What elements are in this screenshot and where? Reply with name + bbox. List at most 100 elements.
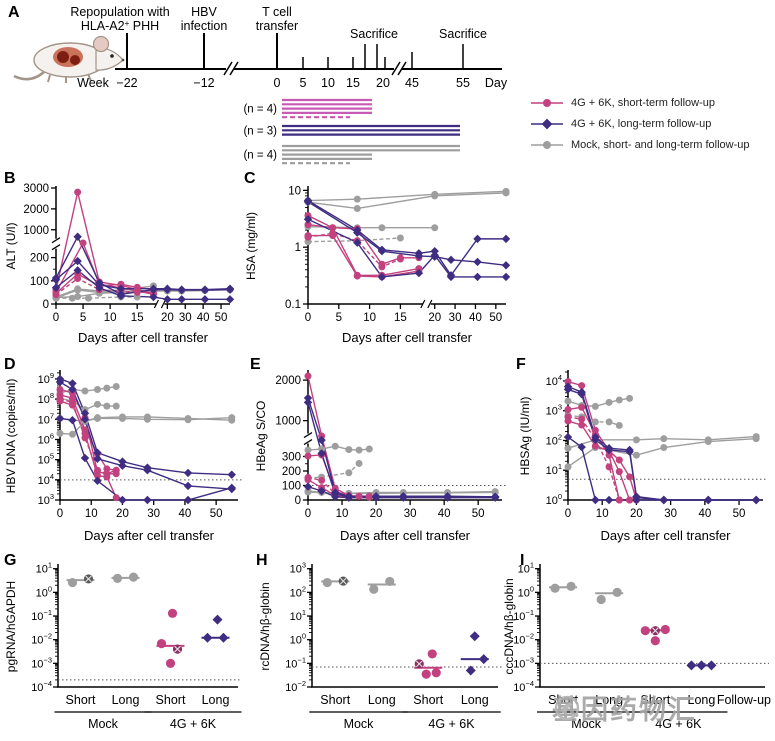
svg-text:100: 100	[30, 276, 49, 288]
svg-text:10−2: 10−2	[31, 632, 52, 647]
svg-text:40: 40	[469, 312, 482, 324]
svg-text:10−2: 10−2	[513, 632, 534, 647]
svg-text:Short: Short	[413, 693, 443, 707]
panel-c-chart: 0.1 1 10 0 5 10 15 20 30 40 50 Days after cell tran…	[244, 185, 511, 345]
svg-text:20: 20	[630, 508, 643, 520]
day-label: Day	[485, 76, 508, 90]
timeline-tick: 55	[456, 76, 470, 90]
svg-text:20: 20	[161, 312, 174, 324]
legend-label: 4G + 6K, short-term follow-up	[571, 97, 715, 109]
svg-text:100: 100	[282, 480, 301, 492]
svg-text:1000: 1000	[23, 225, 49, 237]
svg-text:10−2: 10−2	[285, 679, 306, 694]
group-n-label: (n = 3)	[243, 125, 277, 137]
svg-text:10−1: 10−1	[513, 608, 534, 623]
svg-text:40: 40	[197, 312, 210, 324]
plot-c: 0.1 1 10 0 5 10 15 20 30 40 50 Days after cell tran…	[244, 185, 511, 345]
svg-text:2000: 2000	[23, 204, 49, 216]
group-n-label: (n = 4)	[243, 150, 277, 162]
svg-text:10−1: 10−1	[31, 608, 52, 623]
svg-text:15: 15	[131, 312, 144, 324]
svg-text:15: 15	[394, 312, 407, 324]
svg-text:101: 101	[546, 462, 562, 477]
svg-text:0: 0	[53, 312, 59, 324]
svg-text:100: 100	[36, 584, 52, 599]
follow-up-bars: (n = 4) (n = 3) (n = 4)	[243, 98, 460, 165]
event-hbv-line2: infection	[181, 19, 228, 33]
mouse-illustration	[13, 35, 125, 83]
svg-text:4G + 6K: 4G + 6K	[428, 717, 475, 731]
svg-text:cccDNA/hβ-globin: cccDNA/hβ-globin	[502, 578, 516, 674]
svg-text:10: 10	[288, 185, 301, 197]
svg-text:HBeAg S/CO: HBeAg S/CO	[254, 401, 268, 472]
svg-text:HBV DNA (copies/ml): HBV DNA (copies/ml)	[4, 379, 18, 494]
svg-text:107: 107	[38, 411, 54, 426]
svg-text:5: 5	[80, 312, 86, 324]
watermark: 基因药物汇	[552, 688, 697, 727]
svg-text:0: 0	[305, 312, 311, 324]
svg-text:101: 101	[290, 608, 306, 623]
svg-text:10: 10	[336, 508, 349, 520]
plot-b: 0 100 200 1000 2000 3000 0 5 10 15 20 30 40 50 Days af…	[4, 183, 235, 345]
panel-b-letter: B	[4, 170, 16, 187]
svg-text:100: 100	[290, 632, 306, 647]
panel-a-letter: A	[8, 4, 20, 21]
svg-text:Long: Long	[112, 693, 140, 707]
svg-text:20: 20	[370, 508, 383, 520]
svg-text:101: 101	[36, 561, 52, 576]
svg-text:30: 30	[404, 508, 417, 520]
svg-text:10: 10	[104, 312, 117, 324]
svg-text:Days after cell transfer: Days after cell transfer	[342, 330, 473, 345]
plot-g: 10−4 10−3 10−2 10−1 100 101 pgRNA/hGAPDH Short L…	[4, 561, 242, 731]
panel-a-legend: 4G + 6K, short-term follow-up 4G + 6K, l…	[530, 97, 775, 160]
svg-text:Long: Long	[688, 693, 716, 707]
svg-text:Days after cell transfer: Days after cell transfer	[340, 528, 471, 543]
group-n-label: (n = 4)	[243, 104, 277, 116]
svg-text:0: 0	[565, 508, 571, 520]
svg-text:Short: Short	[640, 693, 670, 707]
svg-text:10−4: 10−4	[31, 679, 52, 694]
svg-text:105: 105	[38, 452, 54, 467]
svg-text:50: 50	[215, 312, 228, 324]
svg-text:Days after cell transfer: Days after cell transfer	[84, 528, 215, 543]
panel-f-letter: F	[516, 356, 526, 373]
event-repopulation-line1: Repopulation with	[70, 5, 169, 19]
panel-g-chart: 10−4 10−3 10−2 10−1 100 101 pgRNA/hGAPDH Short L…	[4, 561, 242, 731]
panel-e-letter: E	[250, 356, 261, 373]
svg-text:108: 108	[38, 391, 54, 406]
svg-text:pgRNA/hGAPDH: pgRNA/hGAPDH	[4, 581, 18, 672]
svg-text:Follow-up: Follow-up	[717, 693, 771, 707]
panel-h-letter: H	[256, 552, 268, 569]
svg-text:Short: Short	[320, 693, 350, 707]
legend-marker-pink-circle	[531, 99, 563, 107]
timeline-tick: 5	[300, 76, 307, 90]
svg-text:0: 0	[295, 495, 301, 507]
svg-text:102: 102	[290, 584, 306, 599]
svg-text:Days after cell transfer: Days after cell transfer	[600, 528, 731, 543]
svg-text:30: 30	[664, 508, 677, 520]
svg-text:10: 10	[85, 508, 98, 520]
panel-g-letter: G	[4, 552, 17, 569]
legend-label: Mock, short- and long-term follow-up	[571, 139, 750, 151]
svg-text:ALT (U/l): ALT (U/l)	[4, 223, 18, 270]
timeline-tick: 0	[274, 76, 281, 90]
svg-text:1: 1	[295, 242, 301, 254]
svg-text:30: 30	[179, 312, 192, 324]
svg-text:104: 104	[546, 373, 562, 388]
sacrifice-label-1: Sacrifice	[350, 27, 398, 41]
timeline-axis	[115, 33, 502, 76]
event-hbv-line1: HBV	[191, 5, 217, 19]
timeline-tick: 10	[321, 76, 335, 90]
watermark-logo	[554, 695, 580, 720]
svg-text:10−4: 10−4	[513, 679, 534, 694]
legend-marker-purple-diamond	[531, 118, 563, 130]
svg-text:20: 20	[428, 312, 441, 324]
svg-text:10−1: 10−1	[285, 655, 306, 670]
svg-text:Long: Long	[595, 693, 623, 707]
panel-i-letter: I	[520, 552, 525, 569]
